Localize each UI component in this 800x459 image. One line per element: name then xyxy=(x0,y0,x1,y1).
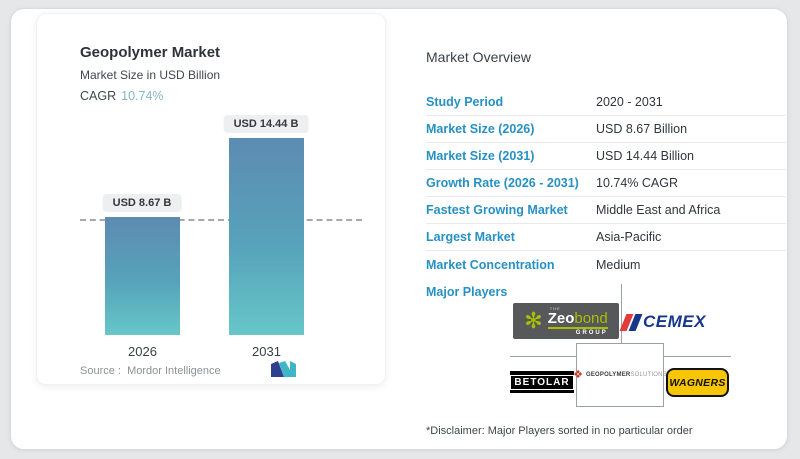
reference-dashed-line xyxy=(80,219,362,221)
row-label: Market Size (2031) xyxy=(426,149,535,163)
zeobond-bond-text: bond xyxy=(574,309,608,327)
row-value: Medium xyxy=(596,257,641,272)
table-row: Market Size (2026) USD 8.67 Billion xyxy=(426,116,786,143)
table-row: Study Period 2020 - 2031 xyxy=(426,89,786,116)
row-value: Middle East and Africa xyxy=(596,203,721,217)
bar-2026 xyxy=(105,217,180,335)
betolar-wordmark: BETOLAR xyxy=(510,374,574,390)
gs-word1: GEOPOLYMER xyxy=(585,372,631,378)
row-label: Fastest Growing Market xyxy=(426,203,568,217)
row-value: 2020 - 2031 xyxy=(596,95,663,109)
report-page: Geopolymer Market Market Size in USD Bil… xyxy=(10,8,788,450)
betolar-logo: BETOLAR xyxy=(510,371,574,393)
chart-cagr: CAGR 10.74% xyxy=(80,89,164,103)
zeobond-star-icon: ✻ xyxy=(524,308,543,333)
bar-2031 xyxy=(229,138,304,335)
row-label: Study Period xyxy=(426,95,504,109)
cagr-label: CAGR xyxy=(80,89,117,103)
cemex-logo: CEMEX xyxy=(619,309,727,335)
collage-vertical-divider xyxy=(621,284,622,344)
table-row: Market Size (2031) USD 14.44 Billion xyxy=(426,143,786,170)
mordor-intelligence-logo-icon xyxy=(271,361,296,377)
market-snapshot-card: Geopolymer Market Market Size in USD Bil… xyxy=(36,13,386,385)
zeobond-group-text: GROUP xyxy=(575,329,608,336)
disclaimer-text: *Disclaimer: Major Players sorted in no … xyxy=(426,425,693,437)
row-value: USD 8.67 Billion xyxy=(596,122,688,136)
row-label: Growth Rate (2026 - 2031) xyxy=(426,176,579,190)
x-axis-label-2026: 2026 xyxy=(128,344,157,359)
x-axis-label-2031: 2031 xyxy=(252,344,281,359)
overview-table: Study Period 2020 - 2031 Market Size (20… xyxy=(426,89,786,278)
table-row: Largest Market Asia-Pacific xyxy=(426,224,786,251)
source-value: Mordor Intelligence xyxy=(127,365,221,377)
row-label: Largest Market xyxy=(426,230,515,244)
cagr-value: 10.74% xyxy=(121,89,164,103)
row-label: Market Concentration xyxy=(426,257,555,272)
row-value: Asia-Pacific xyxy=(596,230,662,244)
source-note: Source : Mordor Intelligence xyxy=(80,365,221,377)
geopolymer-solutions-logo: ❖ GEOPOLYMERSOLUTIONS xyxy=(573,343,667,407)
bar-value-badge-2026: USD 8.67 B xyxy=(102,194,182,212)
zeobond-the-text: THE xyxy=(549,305,561,311)
wagners-logo: WAGNERS xyxy=(666,368,729,397)
major-players-label: Major Players xyxy=(426,285,508,299)
chart-title: Geopolymer Market xyxy=(80,44,221,61)
table-row: Market Concentration Medium xyxy=(426,251,786,278)
chart-subtitle: Market Size in USD Billion xyxy=(80,68,221,82)
overview-title: Market Overview xyxy=(426,49,532,65)
zeobond-underline xyxy=(547,326,608,329)
row-value: 10.74% CAGR xyxy=(596,176,678,190)
row-value: USD 14.44 Billion xyxy=(596,149,694,163)
gs-word2: SOLUTIONS xyxy=(630,372,667,378)
source-label: Source : xyxy=(80,365,121,377)
bar-value-badge-2031: USD 14.44 B xyxy=(223,115,309,133)
zeobond-logo: ✻ THE Zeobond GROUP xyxy=(513,303,619,339)
table-row: Growth Rate (2026 - 2031) 10.74% CAGR xyxy=(426,170,786,197)
cemex-wordmark: CEMEX xyxy=(643,312,706,331)
table-row: Fastest Growing Market Middle East and A… xyxy=(426,197,786,224)
wagners-wordmark: WAGNERS xyxy=(669,376,726,389)
gs-diamond-icon: ❖ xyxy=(573,368,583,381)
major-players-collage: ✻ THE Zeobond GROUP CEMEX ❖ GEOPOLYMERSO… xyxy=(501,284,741,416)
row-label: Market Size (2026) xyxy=(426,122,535,136)
zeobond-zeo-text: Zeo xyxy=(547,309,575,327)
